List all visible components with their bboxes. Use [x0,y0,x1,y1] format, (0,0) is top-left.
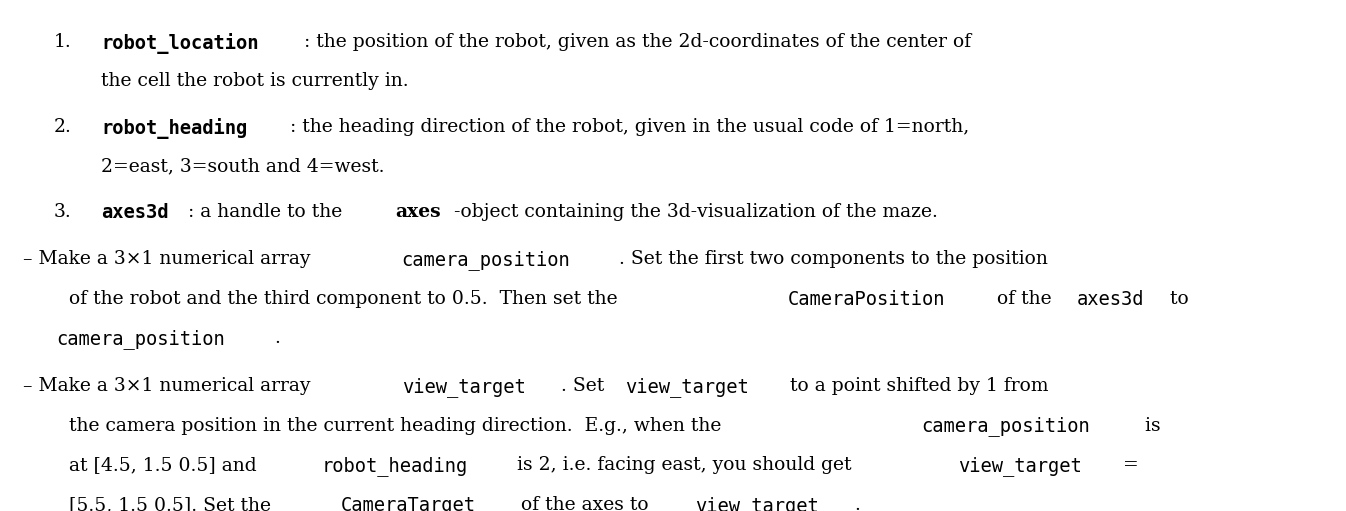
Text: robot_location: robot_location [101,33,258,54]
Text: CameraTarget: CameraTarget [341,496,475,511]
Text: is: is [1139,416,1160,434]
Text: : a handle to the: : a handle to the [188,203,349,221]
Text: CameraPosition: CameraPosition [787,290,945,309]
Text: camera_position: camera_position [922,416,1090,436]
Text: camera_position: camera_position [57,330,225,350]
Text: axes3d: axes3d [101,203,168,222]
Text: at [4.5, 1.5 0.5] and: at [4.5, 1.5 0.5] and [57,456,262,474]
Text: : the position of the robot, given as the 2d-coordinates of the center of: : the position of the robot, given as th… [304,33,972,51]
Text: of the: of the [991,290,1058,308]
Text: view_target: view_target [957,456,1081,476]
Text: 3.: 3. [54,203,71,221]
Text: of the axes to: of the axes to [514,496,654,511]
Text: camera_position: camera_position [401,250,571,270]
Text: : the heading direction of the robot, given in the usual code of 1=north,: : the heading direction of the robot, gi… [289,118,969,136]
Text: .: . [855,496,860,511]
Text: 2=east, 3=south and 4=west.: 2=east, 3=south and 4=west. [101,157,385,175]
Text: axes3d: axes3d [1077,290,1144,309]
Text: . Set: . Set [561,377,611,395]
Text: robot_heading: robot_heading [101,118,248,138]
Text: of the robot and the third component to 0.5.  Then set the: of the robot and the third component to … [57,290,623,308]
Text: . Set the first two components to the position: . Set the first two components to the po… [619,250,1049,268]
Text: [5.5, 1.5 0.5]. Set the: [5.5, 1.5 0.5]. Set the [57,496,276,511]
Text: – Make a 3×1 numerical array: – Make a 3×1 numerical array [23,377,316,395]
Text: 2.: 2. [54,118,71,136]
Text: view_target: view_target [401,377,525,397]
Text: axes: axes [394,203,440,221]
Text: .: . [275,330,280,347]
Text: view_target: view_target [695,496,818,511]
Text: is 2, i.e. facing east, you should get: is 2, i.e. facing east, you should get [510,456,857,474]
Text: robot_heading: robot_heading [322,456,468,476]
Text: the camera position in the current heading direction.  E.g., when the: the camera position in the current headi… [57,416,727,434]
Text: 1.: 1. [54,33,71,51]
Text: the cell the robot is currently in.: the cell the robot is currently in. [101,72,409,90]
Text: -object containing the 3d-visualization of the maze.: -object containing the 3d-visualization … [454,203,938,221]
Text: to: to [1164,290,1189,308]
Text: =: = [1117,456,1139,474]
Text: – Make a 3×1 numerical array: – Make a 3×1 numerical array [23,250,316,268]
Text: view_target: view_target [625,377,748,397]
Text: to a point shifted by 1 from: to a point shifted by 1 from [785,377,1049,395]
